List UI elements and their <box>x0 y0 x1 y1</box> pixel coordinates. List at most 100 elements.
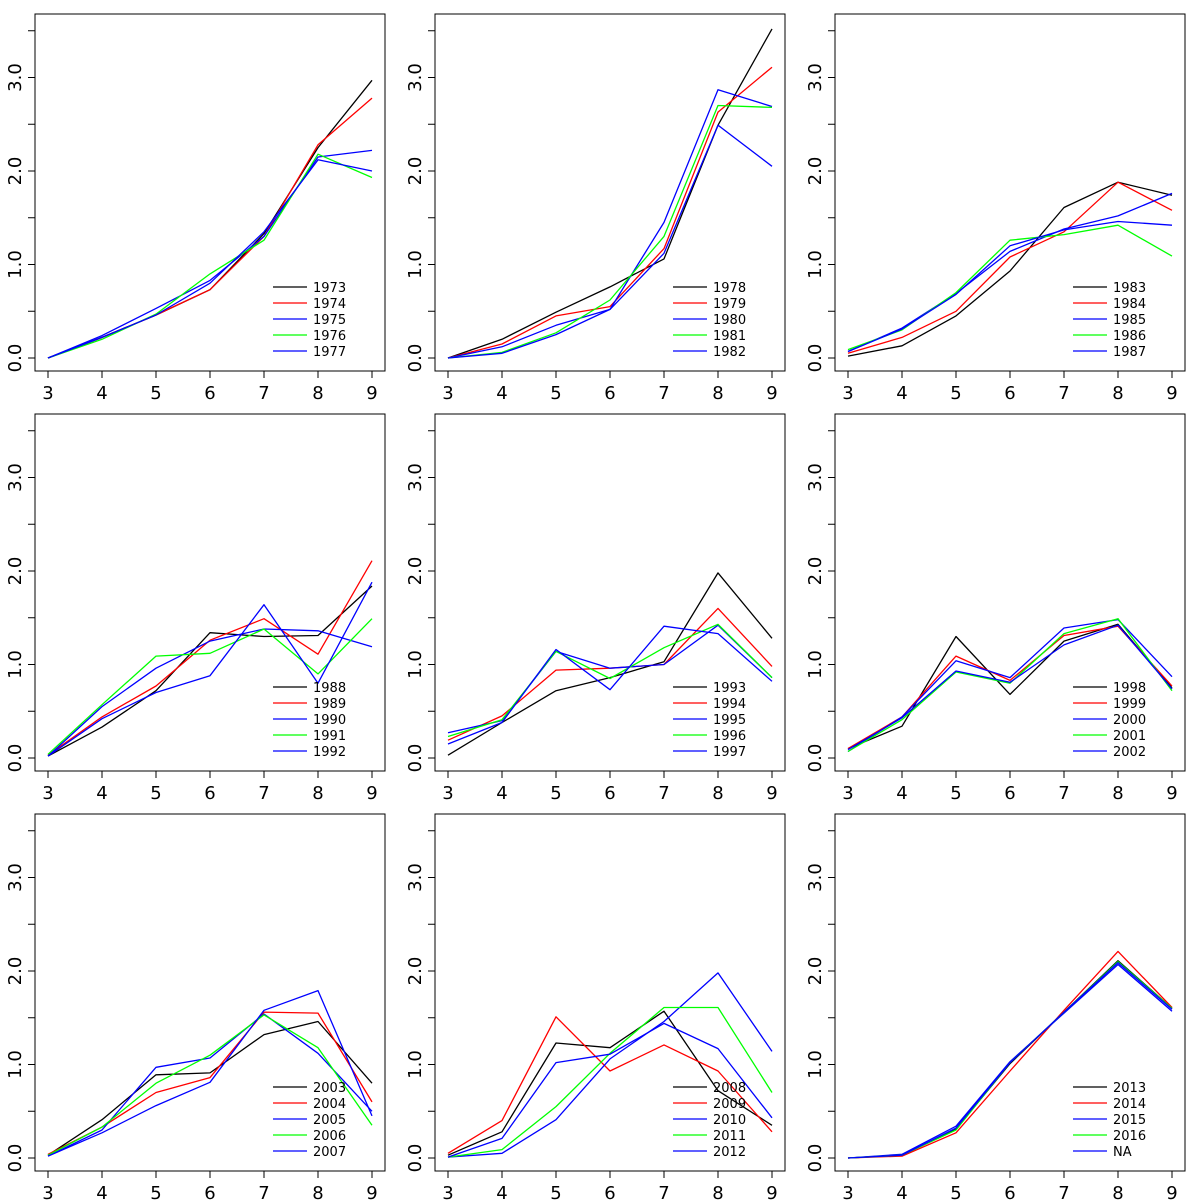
series-line-1997 <box>447 625 773 745</box>
x-tick-label: 8 <box>312 383 323 404</box>
x-tick-label: 7 <box>658 383 669 404</box>
legend-label: 2007 <box>313 1145 346 1160</box>
series-line-1985 <box>847 192 1173 353</box>
x-tick-label: 6 <box>1004 783 1015 804</box>
y-tick-label: 0.0 <box>5 344 26 373</box>
y-tick-label: 0.0 <box>405 344 426 373</box>
x-tick-label: 5 <box>150 383 161 404</box>
series-line-1991 <box>47 618 373 755</box>
x-tick-label: 9 <box>1166 783 1177 804</box>
series-line-1981 <box>447 104 773 359</box>
x-tick-label: 4 <box>96 783 107 804</box>
series-line-2011 <box>447 1006 773 1158</box>
series-line-2010 <box>447 972 773 1158</box>
series-line-2015 <box>847 963 1173 1159</box>
legend-label: NA <box>1113 1145 1132 1160</box>
legend-label: 2013 <box>1113 1081 1146 1096</box>
series-line-1992 <box>47 581 373 757</box>
x-tick-label: 8 <box>1112 1183 1123 1200</box>
y-tick-label: 1.0 <box>5 1050 26 1079</box>
y-tick-label: 2.0 <box>5 957 26 986</box>
series-line-2002 <box>847 624 1173 751</box>
legend-label: 2004 <box>313 1097 346 1112</box>
series-line-1976 <box>47 153 373 359</box>
x-tick-label: 5 <box>150 1183 161 1200</box>
x-tick-label: 4 <box>496 383 507 404</box>
x-tick-label: 6 <box>604 783 615 804</box>
x-tick-label: 8 <box>712 1183 723 1200</box>
y-tick-label: 0.0 <box>5 744 26 773</box>
x-tick-label: 9 <box>766 383 777 404</box>
series-line-1984 <box>847 181 1173 354</box>
y-tick-label: 3.0 <box>805 463 826 492</box>
series-line-1977 <box>47 159 373 359</box>
legend-label: 2006 <box>313 1129 346 1144</box>
series-line-2003 <box>47 1020 373 1156</box>
y-tick-label: 1.0 <box>405 1050 426 1079</box>
legend-label: 1994 <box>713 697 746 712</box>
x-tick-label: 6 <box>204 783 215 804</box>
x-tick-label: 9 <box>366 383 377 404</box>
y-tick-label: 1.0 <box>405 650 426 679</box>
x-tick-label: 5 <box>550 383 561 404</box>
x-tick-label: 8 <box>1112 783 1123 804</box>
series-line-1975 <box>47 149 373 359</box>
y-tick-label: 1.0 <box>5 250 26 279</box>
series-line-NA <box>847 961 1173 1159</box>
legend-label: 1976 <box>313 329 346 344</box>
x-tick-label: 3 <box>42 383 53 404</box>
series-line-2009 <box>447 1016 773 1154</box>
x-tick-label: 9 <box>1166 1183 1177 1200</box>
legend-label: 1988 <box>313 681 346 696</box>
legend-label: 1991 <box>313 729 346 744</box>
x-tick-label: 5 <box>950 1183 961 1200</box>
x-tick-label: 7 <box>658 1183 669 1200</box>
x-tick-label: 4 <box>896 783 907 804</box>
series-line-2006 <box>47 1014 373 1156</box>
x-tick-label: 4 <box>896 383 907 404</box>
legend-label: 1995 <box>713 713 746 728</box>
series-line-2007 <box>47 989 373 1157</box>
x-tick-label: 7 <box>258 383 269 404</box>
series-line-2014 <box>847 950 1173 1159</box>
legend-label: 2014 <box>1113 1097 1146 1112</box>
y-tick-label: 2.0 <box>405 957 426 986</box>
legend-label: 2002 <box>1113 745 1146 760</box>
y-tick-label: 2.0 <box>5 157 26 186</box>
x-tick-label: 9 <box>766 783 777 804</box>
y-tick-label: 0.0 <box>805 344 826 373</box>
series-line-1986 <box>847 224 1173 351</box>
legend-label: 1993 <box>713 681 746 696</box>
legend-label: 1983 <box>1113 281 1146 296</box>
y-tick-label: 2.0 <box>805 157 826 186</box>
legend-label: 2000 <box>1113 713 1146 728</box>
legend-label: 2010 <box>713 1113 746 1128</box>
x-tick-label: 3 <box>42 783 53 804</box>
legend-label: 1982 <box>713 345 746 360</box>
x-tick-label: 9 <box>366 1183 377 1200</box>
legend-label: 1973 <box>313 281 346 296</box>
x-tick-label: 6 <box>604 383 615 404</box>
x-tick-label: 4 <box>496 783 507 804</box>
y-tick-label: 3.0 <box>805 863 826 892</box>
legend-label: 1981 <box>713 329 746 344</box>
legend-label: 2003 <box>313 1081 346 1096</box>
x-tick-label: 7 <box>658 783 669 804</box>
y-tick-label: 0.0 <box>805 1144 826 1173</box>
y-tick-label: 2.0 <box>805 957 826 986</box>
x-tick-label: 3 <box>842 383 853 404</box>
y-tick-label: 3.0 <box>405 463 426 492</box>
x-tick-label: 4 <box>96 1183 107 1200</box>
legend-label: 1986 <box>1113 329 1146 344</box>
legend-label: 1990 <box>313 713 346 728</box>
series-line-1987 <box>847 220 1173 353</box>
y-tick-label: 1.0 <box>805 650 826 679</box>
x-tick-label: 5 <box>150 783 161 804</box>
y-tick-label: 3.0 <box>405 63 426 92</box>
x-tick-label: 8 <box>1112 383 1123 404</box>
y-tick-label: 2.0 <box>805 557 826 586</box>
